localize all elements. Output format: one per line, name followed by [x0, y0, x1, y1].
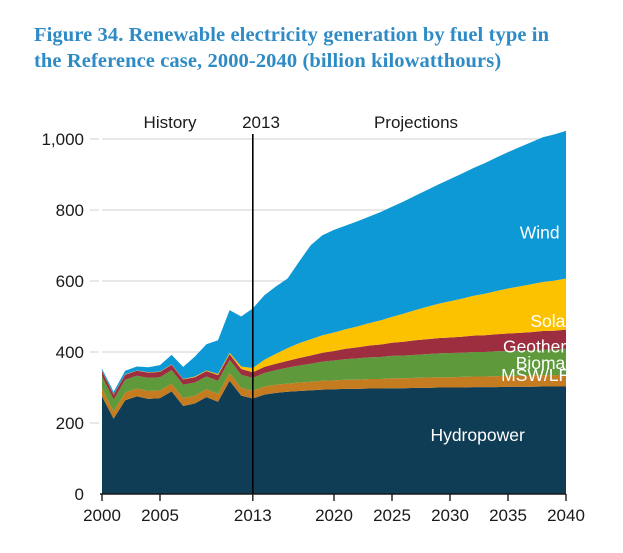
area-series-wind — [102, 130, 566, 395]
axes-group — [90, 138, 567, 501]
y-tick-label-800: 800 — [56, 201, 84, 220]
y-tick-label-0: 0 — [75, 485, 84, 504]
series-label-msw-lfg: MSW/LFG — [501, 365, 583, 385]
series-label-wind: Wind — [520, 222, 560, 242]
x-tick-label-2030: 2030 — [431, 506, 469, 525]
area-series-solar — [102, 278, 566, 395]
figure-title: Figure 34. Renewable electricity generat… — [34, 24, 550, 72]
x-tick-label-2005: 2005 — [141, 506, 179, 525]
y-axis-tick-labels: 0 200 400 600 800 1,000 — [41, 130, 84, 504]
series-label-geothermal: Geothermal — [503, 337, 594, 357]
area-series-hydropower — [102, 380, 566, 494]
period-annotation-labels: History 2013 Projections — [144, 113, 459, 132]
x-tick-label-2020: 2020 — [315, 506, 353, 525]
area-series-msw-lfg — [102, 372, 566, 419]
series-label-hydropower: Hydropower — [430, 425, 525, 445]
x-tick-label-2035: 2035 — [489, 506, 527, 525]
history-label: History — [144, 113, 197, 132]
projections-label: Projections — [374, 113, 458, 132]
y-tick-label-200: 200 — [56, 414, 84, 433]
series-label-solar: Solar — [530, 311, 571, 331]
x-tick-label-2013: 2013 — [234, 506, 272, 525]
x-axis-tick-labels: 2000 2005 2013 2020 2025 2030 2035 2040 — [83, 506, 585, 525]
y-tick-label-1000: 1,000 — [41, 130, 84, 149]
divider-year-label: 2013 — [242, 113, 280, 132]
area-series-biomass — [102, 348, 566, 412]
y-tick-label-600: 600 — [56, 272, 84, 291]
stacked-series-group — [102, 130, 566, 494]
y-tick-label-400: 400 — [56, 343, 84, 362]
series-label-biomass: Biomass — [516, 353, 583, 373]
area-series-geothermal — [102, 329, 566, 400]
x-tick-label-2025: 2025 — [373, 506, 411, 525]
x-tick-label-2040: 2040 — [547, 506, 585, 525]
x-tick-label-2000: 2000 — [83, 506, 121, 525]
